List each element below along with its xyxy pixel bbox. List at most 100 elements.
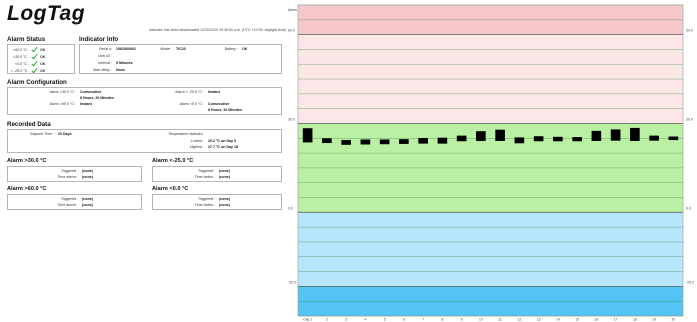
alarm-title: Alarm >30.0 °C [7,158,47,164]
daily-range-bar [322,138,332,144]
alarm-status-row: <0.0 °C : OK [11,61,46,66]
alarm-config-duration: 8 Hours, 20 Minutes [80,96,114,100]
alarm-status-row: >30.0 °C : OK [11,54,46,59]
daily-range-bar [533,136,544,142]
alarm-field: Triggered : (none) [155,169,230,173]
alarm-field: Time above : (none) [10,175,93,179]
x-tick-label: 8 [441,318,443,322]
alarm-status-value: OK [40,61,46,66]
alarm-config-value: Instant [80,102,92,106]
alarm-value: (none) [219,169,230,173]
daily-range-bar [591,130,602,141]
alarm-box: Triggered : (none) Time above : (none) [7,166,142,182]
x-tick-label: 5 [384,318,386,322]
alarm-box: Triggered : (none) Time below : (none) [152,166,282,182]
alarm-value: (none) [82,197,93,201]
alarm-value: (none) [82,169,93,173]
x-tick-label: 20 [672,318,676,322]
alarm-label: Time below : [194,175,215,179]
alarm-label: Time above : [57,203,78,207]
alarm-status-label: < -25.0 °C : [11,68,30,73]
daily-range-bar [302,128,313,143]
start-delay-field: Start delay : None [82,68,125,72]
daily-range-bar [668,136,679,141]
daily-range-bar [476,131,486,141]
alarm-label: Triggered : [60,197,78,201]
daily-range-bar [360,139,371,145]
alarm-value: (none) [219,203,230,207]
alarm-status-title: Alarm Status [7,36,46,43]
y-tick-label: 30.0 [686,117,693,121]
x-tick-label: 13 [537,318,541,322]
check-icon [32,68,38,73]
x-tick-label: 16 [595,318,599,322]
lowest-label: Lowest : [190,139,204,143]
alarm-status-value: OK [40,68,46,73]
user-id-label: User ID : [97,54,112,58]
battery-label: Battery : [224,47,238,51]
x-tick-label: 4 [364,318,366,322]
battery-field: Battery : OK [218,47,248,51]
highest-value: 27.7 °C on Day 18 [208,145,239,149]
daily-range-bar [418,137,428,144]
serial-label: Serial #: [98,47,112,51]
highest-label: Highest : [189,145,204,149]
corner-label: Alarm [288,8,297,12]
daily-range-bar [437,137,448,144]
daily-range-bar [610,129,621,141]
x-tick-label: 18 [633,318,637,322]
battery-value: OK [242,47,248,51]
x-tick-label: 2 [326,318,328,322]
recorded-data-box: Elapsed Time : 20 Days Temperature stati… [7,129,282,153]
alarm-status-box: >60.0 °C : OK >30.0 °C : OK <0.0 °C : OK… [7,44,75,74]
start-delay-label: Start delay : [92,68,112,72]
alarm-config-value: Consecutive [80,90,102,94]
alarm-box: Triggered : (none) Time below : (none) [152,194,282,210]
indicator-info-box: Serial #: 1081000001 Model : TIC20 Batte… [79,44,282,74]
lowest-field: Lowest : 20.2 °C on Day 5 [148,139,236,143]
model-label: Model : [160,47,172,51]
alarm-config-item: Alarm >30.0 °C : Consecutive [10,90,101,94]
temperature-chart: Alarm 60.0 60.0 30.0 30.0 0.0 0.0 -25.0 -25.0 Day… [288,0,697,322]
alarm-config-label: Alarm >60.0 °C : [49,102,76,106]
y-tick-label: 0.0 [686,206,691,210]
x-tick-label: 15 [575,318,579,322]
alarm-status-label: >60.0 °C : [12,47,29,52]
alarm-field: Time below : (none) [155,203,230,207]
alarm-config-item: Alarm >60.0 °C : Instant [10,102,92,106]
daily-range-bar [456,135,467,142]
alarm-config-title: Alarm Configuration [7,79,67,86]
alarm-status-value: OK [40,54,46,59]
daily-range-bar [553,136,563,142]
alarm-field: Time above : (none) [10,203,93,207]
alarm-config-label: Alarm <0.0 °C : [179,102,204,106]
alarm-label: Triggered : [197,197,215,201]
y-tick-label: 60.0 [686,29,693,33]
alarm-status-value: OK [40,47,46,52]
check-icon [32,61,38,66]
model-value: TIC20 [176,47,186,51]
alarm-value: (none) [219,197,230,201]
alarm-label: Time above : [57,175,78,179]
alarm-config-duration: 8 Hours, 20 Minutes [208,108,242,112]
y-tick-label: -25.0 [686,280,694,284]
daily-range-bar [649,135,659,141]
alarm-config-box: Alarm >30.0 °C : Consecutive 8 Hours, 20… [7,87,282,115]
alarm-label: Triggered : [197,169,215,173]
y-tick-label: 30.0 [288,117,295,121]
alarm-label: Triggered : [60,169,78,173]
y-tick-label: 0.0 [288,206,293,210]
alarm-value: (none) [82,175,93,179]
x-tick-label: 7 [422,318,424,322]
serial-value: 1081000001 [116,47,136,51]
interval-label: Interval : [98,61,112,65]
alarm-config-item: Alarm < -25.0 °C : Instant [148,90,219,94]
daily-range-bar [495,129,505,141]
x-tick-label: 6 [403,318,405,322]
lowest-value: 20.2 °C on Day 5 [208,139,237,143]
stats-title: Temperature statistics [168,132,207,136]
x-tick-label: Day 1 [303,318,312,322]
x-tick-label: 12 [518,318,522,322]
alarm-status-label: <0.0 °C : [14,61,29,66]
elapsed-label: Elapsed Time : [30,132,54,136]
